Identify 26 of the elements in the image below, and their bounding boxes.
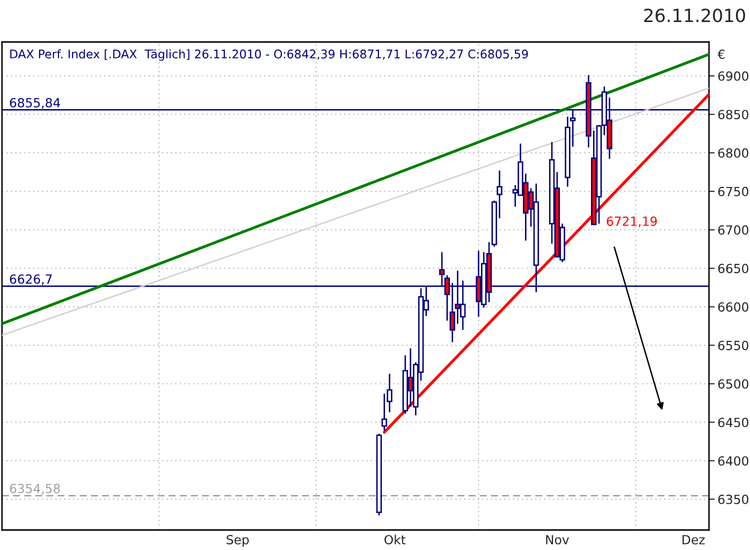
y-tick-label: 6550 xyxy=(718,340,748,350)
ref-line-label: 6354,58 xyxy=(10,484,60,495)
ref-line-label: 6626,7 xyxy=(10,274,52,286)
annotation: 6721,19 xyxy=(606,216,657,228)
candlestick xyxy=(382,393,388,432)
candlestick xyxy=(496,170,502,219)
x-tick-label: Okt xyxy=(384,534,406,544)
text: DAX Perf. Index [.DAX Täglich] 26.11.2010 - O:6842,39 H:6871,71 L:6792,27 C:6805,59 xyxy=(10,49,528,61)
x-tick-label: Dez xyxy=(682,535,705,544)
candlestick xyxy=(386,373,392,413)
y-tick-label: 6450 xyxy=(718,418,748,428)
y-tick-label: 6750 xyxy=(718,186,748,196)
y-tick-label: 6350 xyxy=(718,494,748,504)
y-tick-label: 6650 xyxy=(718,264,748,274)
y-tick-label: 6850 xyxy=(718,110,748,120)
x-tick-label: Sep xyxy=(226,534,249,547)
ref-line-label: 6855,84 xyxy=(10,98,60,109)
y-axis-title: € xyxy=(717,50,725,59)
y-tick-label: 6900 xyxy=(718,71,748,81)
x-tick-label: Nov xyxy=(546,535,569,544)
y-tick-label: 6700 xyxy=(718,225,748,235)
chart-title: 26.11.2010 xyxy=(644,8,746,22)
y-tick-label: 6400 xyxy=(718,456,748,466)
y-tick-label: 6800 xyxy=(718,148,748,158)
y-tick-label: 6600 xyxy=(718,302,748,312)
y-tick-label: 6500 xyxy=(718,379,748,389)
